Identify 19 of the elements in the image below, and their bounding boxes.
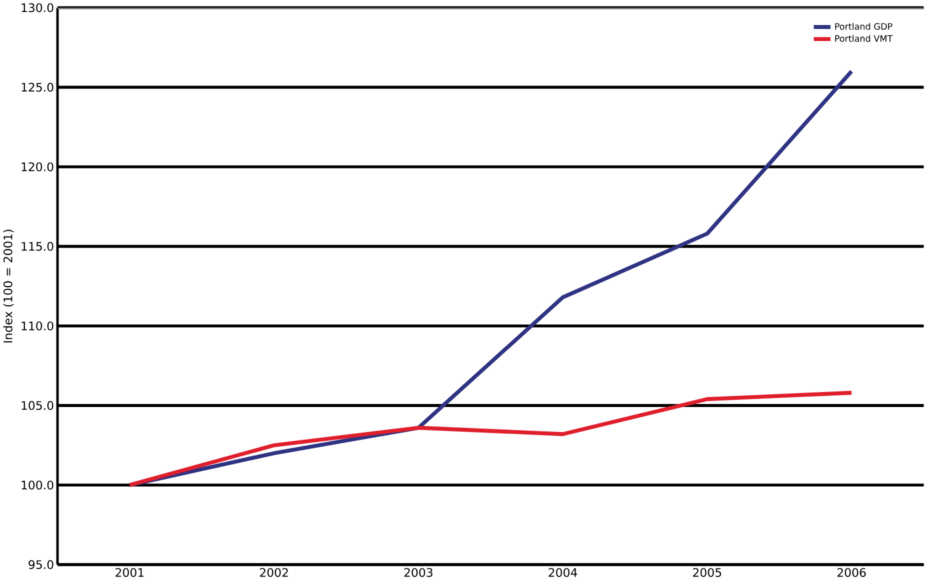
y-tick-label: 100.0 [22,480,54,490]
line-series [128,69,854,487]
y-tick-label: 95.0 [28,560,54,569]
y-tick-label: 130.0 [22,3,54,12]
x-tick-label: 2004 [548,568,578,577]
x-tick-label: 2003 [404,568,432,577]
legend-label: Portland VMT [835,34,893,42]
y-tick-label: 105.0 [22,400,54,410]
x-tick-label: 2002 [260,568,288,577]
y-tick-label: 125.0 [22,82,54,92]
line-series [128,390,854,487]
y-tick-label: 115.0 [22,242,54,251]
y-tick-label: 120.0 [22,162,54,172]
x-tick-label: 2001 [116,568,144,577]
legend-label: Portland GDP [835,22,892,30]
y-axis-title: Index (100 = 2001) [3,230,14,342]
x-tick-label: 2006 [837,568,866,577]
x-tick-label: 2005 [693,568,722,577]
y-tick-label: 110.0 [22,321,54,330]
